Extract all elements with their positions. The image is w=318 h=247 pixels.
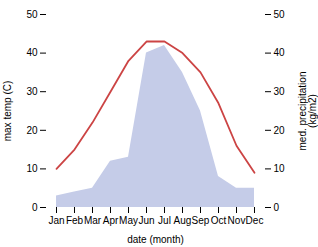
svg-text:Jan: Jan (48, 215, 64, 226)
svg-text:Dec: Dec (246, 215, 264, 226)
svg-text:max temp (C): max temp (C) (2, 81, 13, 142)
svg-text:date (month): date (month) (127, 234, 184, 245)
svg-text:Oct: Oct (211, 215, 227, 226)
svg-text:10: 10 (26, 163, 38, 174)
svg-text:Aug: Aug (174, 215, 192, 226)
svg-text:50: 50 (26, 9, 38, 20)
svg-text:Mar: Mar (84, 215, 102, 226)
svg-text:med. precipitation(kg/m2): med. precipitation(kg/m2) (297, 72, 318, 151)
svg-text:Apr: Apr (103, 215, 119, 226)
svg-text:Sep: Sep (192, 215, 210, 226)
svg-text:50: 50 (274, 9, 286, 20)
svg-text:40: 40 (274, 47, 286, 58)
svg-text:10: 10 (274, 163, 286, 174)
svg-text:Feb: Feb (66, 215, 84, 226)
svg-text:0: 0 (274, 202, 280, 213)
svg-text:Jul: Jul (158, 215, 171, 226)
svg-text:40: 40 (26, 47, 38, 58)
svg-text:Nov: Nov (228, 215, 246, 226)
svg-text:May: May (119, 215, 138, 226)
svg-text:20: 20 (26, 125, 38, 136)
svg-text:0: 0 (32, 202, 38, 213)
svg-text:20: 20 (274, 125, 286, 136)
svg-text:30: 30 (274, 86, 286, 97)
svg-text:30: 30 (26, 86, 38, 97)
svg-text:Jun: Jun (138, 215, 154, 226)
